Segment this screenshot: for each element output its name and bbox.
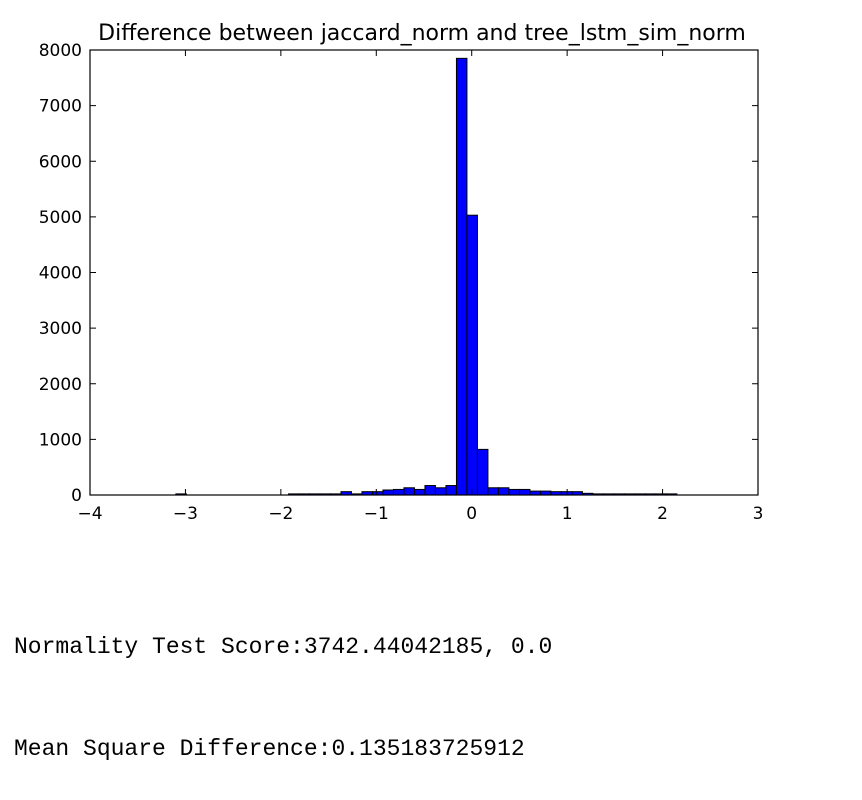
mean-square-difference-line: Mean Square Difference:0.135183725912 (14, 736, 525, 762)
y-tick-label: 7000 (39, 97, 82, 117)
histogram-bar (403, 487, 415, 496)
y-tick-label: 6000 (39, 152, 82, 172)
x-axis-ticks: −4 −3 −2 −1 0 1 2 3 (77, 50, 763, 524)
y-tick-label: 4000 (39, 264, 82, 284)
y-tick-label: 2000 (39, 375, 82, 395)
x-tick-label: 0 (466, 504, 477, 524)
y-tick-label: 0 (71, 486, 82, 506)
y-tick-label: 3000 (39, 319, 82, 339)
x-tick-label: 2 (657, 504, 668, 524)
histogram-bar (413, 488, 426, 496)
y-tick-label: 5000 (39, 208, 82, 228)
normality-test-line: Normality Test Score:3742.44042185, 0.0 (14, 634, 553, 660)
x-tick-label: −1 (364, 504, 389, 524)
x-tick-label: −4 (77, 504, 102, 524)
histogram-bar (466, 214, 478, 496)
cell-output: Normality Test Score:3742.44042185, 0.0 … (14, 562, 552, 800)
x-tick-label: −3 (173, 504, 198, 524)
histogram-bar (392, 488, 405, 496)
histogram-bar (518, 488, 531, 496)
histogram-bar (508, 488, 520, 496)
histogram-bar (445, 485, 457, 496)
histogram-bar (424, 485, 436, 496)
plot-area-frame (89, 49, 759, 496)
histogram-bar (434, 487, 447, 496)
histogram-bar (487, 487, 499, 496)
x-tick-label: −2 (268, 504, 293, 524)
y-tick-label: 8000 (39, 41, 82, 61)
histogram-bar (382, 489, 394, 496)
chart-title: Difference between jaccard_norm and tree… (98, 21, 746, 46)
histogram-bar (455, 57, 468, 496)
histogram-bars (175, 57, 678, 496)
y-axis-ticks: 0 1000 2000 3000 4000 5000 6000 7000 8000 (39, 41, 758, 506)
histogram-chart: Difference between jaccard_norm and tree… (39, 21, 764, 524)
histogram-bar (476, 448, 489, 496)
y-tick-label: 1000 (39, 430, 82, 450)
x-tick-label: 3 (753, 504, 764, 524)
x-tick-label: 1 (562, 504, 573, 524)
histogram-bar (497, 487, 510, 496)
